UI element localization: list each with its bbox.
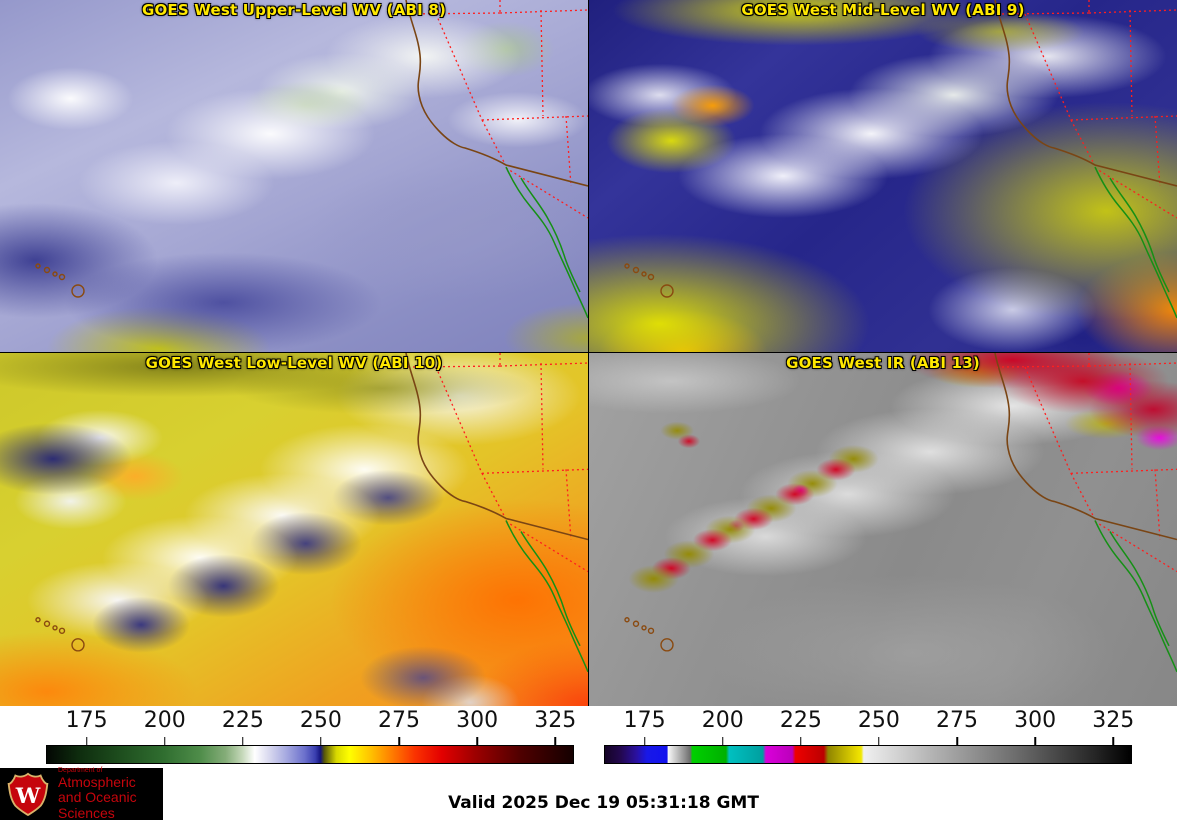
map-overlay	[624, 353, 1177, 673]
map-overlay	[35, 353, 588, 673]
colorbar-tick-label: 200	[701, 708, 744, 733]
low-level-wv-imagery	[0, 353, 588, 706]
colorbar-tick-label: 225	[779, 708, 822, 733]
logo-line-2: and Oceanic Sciences	[58, 789, 137, 820]
colorbar-tick-mark	[878, 737, 880, 745]
colorbar-tick-mark	[476, 737, 478, 745]
coastline-line	[405, 0, 588, 187]
uw-crest-icon: W	[7, 772, 49, 816]
colorbar-tick-mark	[320, 737, 322, 745]
colorbar-tick-label: 275	[378, 708, 421, 733]
colorbar-tick-label: 300	[456, 708, 499, 733]
colorbar-tick-label: 300	[1014, 708, 1057, 733]
aos-department-logo: W Department of Atmospheric and Oceanic …	[0, 767, 163, 820]
colorbar-tick-mark	[643, 737, 646, 745]
colorbar-tick-label: 325	[534, 708, 577, 733]
colorbar-tick-mark	[242, 737, 244, 745]
colorbar-tick-label: 275	[936, 708, 979, 733]
colorbar-tick-mark	[554, 737, 556, 745]
panel-ir: GOES West IR (ABI 13)	[589, 353, 1177, 706]
coastline-line	[994, 0, 1177, 187]
valid-timestamp: Valid 2025 Dec 19 05:31:18 GMT	[448, 793, 759, 813]
map-overlay	[35, 0, 588, 319]
colorbar-water-vapor: 175 200 225 250 275 300 325	[46, 706, 577, 766]
panel-upper-level-wv: GOES West Upper-Level WV (ABI 8)	[0, 0, 588, 352]
colorbar-tick-label: 250	[299, 708, 342, 733]
state-borders-lines	[407, 353, 588, 573]
panel-grid: GOES West Upper-Level WV (ABI 8)	[0, 0, 1177, 706]
colorbar-tick-mark	[1112, 737, 1114, 745]
colorbar-gradient	[604, 745, 1132, 764]
baja-mexico-line	[505, 166, 588, 319]
panel-mid-level-wv: GOES West Mid-Level WV (ABI 9)	[589, 0, 1177, 352]
panel-low-level-wv: GOES West Low-Level WV (ABI 10)	[0, 353, 588, 706]
hawaii-islands-outline	[624, 263, 674, 298]
coastline-line	[994, 353, 1177, 541]
colorbar-tick-mark	[721, 737, 724, 745]
mid-level-wv-imagery	[589, 0, 1177, 352]
hawaii-islands-outline	[35, 263, 85, 298]
baja-mexico-line	[1094, 166, 1177, 319]
coastline-line	[405, 353, 588, 541]
state-borders-lines	[407, 0, 588, 219]
colorbar-tick-mark	[956, 737, 958, 745]
state-borders-lines	[996, 0, 1177, 219]
colorbar-gradient	[46, 745, 574, 764]
logo-text: Department of Atmospheric and Oceanic Sc…	[58, 767, 163, 820]
colorbar-tick-mark	[85, 737, 88, 745]
colorbar-tick-label: 250	[857, 708, 900, 733]
baja-mexico-line	[505, 520, 588, 673]
hawaii-islands-outline	[35, 617, 85, 652]
baja-mexico-line	[1094, 520, 1177, 673]
colorbar-tick-mark	[398, 737, 400, 745]
hawaii-islands-outline	[624, 617, 674, 652]
colorbar-tick-label: 175	[623, 708, 666, 733]
crest-letter: W	[15, 783, 41, 809]
colorbar-tick-label: 200	[143, 708, 186, 733]
colorbar-tick-mark	[163, 737, 166, 745]
panel-title-upper-wv: GOES West Upper-Level WV (ABI 8)	[141, 1, 447, 19]
colorbar-tick-label: 225	[221, 708, 264, 733]
panel-title-low-wv: GOES West Low-Level WV (ABI 10)	[145, 354, 443, 372]
logo-dept-line: Department of	[58, 766, 103, 774]
ir-imagery	[589, 353, 1177, 706]
panel-title-mid-wv: GOES West Mid-Level WV (ABI 9)	[741, 1, 1025, 19]
logo-line-1: Atmospheric	[58, 773, 136, 790]
panel-title-ir: GOES West IR (ABI 13)	[786, 354, 980, 372]
colorbar-ir: 175 200 225 250 275 300 325	[604, 706, 1135, 766]
colorbar-tick-label: 175	[65, 708, 108, 733]
colorbar-tick-mark	[800, 737, 802, 745]
footer-strip: 175 200 225 250 275 300 325 175 200 225 250 275 300…	[0, 706, 1177, 820]
colorbar-tick-mark	[1034, 737, 1036, 745]
state-borders-lines	[996, 353, 1177, 573]
upper-level-wv-imagery	[0, 0, 588, 352]
map-overlay	[624, 0, 1177, 319]
colorbar-tick-label: 325	[1092, 708, 1135, 733]
